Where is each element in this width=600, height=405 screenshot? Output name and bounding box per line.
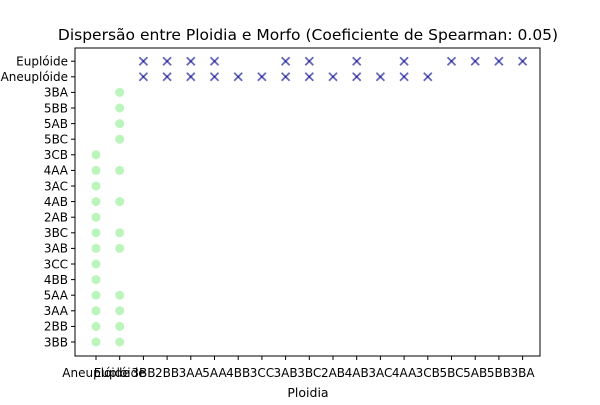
data-point [91, 306, 101, 316]
data-point [91, 243, 101, 253]
y-axis: 3BB2BB3AA5AA4BB3CC3AB3BC2AB4AB3AC4AA3CB5… [1, 55, 75, 349]
data-point [399, 72, 409, 82]
data-point [115, 165, 125, 175]
y-tick-label: 4AB [44, 195, 68, 209]
data-point [115, 337, 125, 347]
x-tick-label: 4AB [345, 366, 369, 380]
data-point [399, 56, 409, 66]
y-tick-label: 2BB [44, 320, 68, 334]
data-point [138, 56, 149, 66]
points-layer [91, 56, 528, 347]
plot-area-frame [74, 47, 541, 357]
data-point [280, 72, 291, 82]
data-point [91, 181, 101, 191]
data-point [115, 228, 125, 238]
x-tick-label: 3AC [368, 366, 392, 380]
data-point [91, 290, 101, 300]
data-point [209, 72, 220, 82]
y-tick-label: 5BB [44, 101, 68, 115]
data-point [328, 72, 338, 82]
x-tick-label: Euplóide [94, 366, 146, 380]
y-tick-label: 3BC [44, 226, 68, 240]
data-point [91, 321, 101, 331]
x-tick-label: 5BC [439, 366, 463, 380]
data-point [115, 103, 125, 113]
x-tick-label: 3AB [274, 366, 298, 380]
x-axis-label: Ploidia [287, 385, 328, 400]
data-point [446, 56, 457, 66]
data-point [162, 72, 172, 82]
x-tick-label: 3CB [416, 366, 440, 380]
data-point [115, 119, 125, 129]
data-point [91, 337, 101, 347]
data-point [91, 165, 101, 175]
x-tick-label: Aneuplóide [62, 366, 129, 380]
data-point [91, 275, 101, 285]
y-tick-label: Aneuplóide [1, 70, 68, 84]
data-point [186, 72, 196, 82]
data-point [257, 72, 267, 82]
data-point [375, 72, 386, 82]
data-point [304, 72, 314, 82]
y-tick-label: 5AA [44, 289, 69, 303]
data-point [91, 150, 101, 160]
data-point [233, 72, 243, 82]
y-tick-label: Euplóide [16, 55, 68, 69]
data-point [352, 72, 362, 82]
y-tick-label: 3AC [44, 179, 68, 193]
data-point [304, 56, 314, 66]
x-tick-label: 2BB [155, 366, 179, 380]
y-tick-label: 5AB [44, 117, 68, 131]
y-tick-label: 3AB [44, 242, 68, 256]
y-tick-label: 5BC [44, 133, 68, 147]
data-point [517, 56, 528, 66]
data-point [115, 290, 125, 300]
x-tick-label: 5AB [463, 366, 487, 380]
data-point [115, 134, 125, 144]
x-tick-label: 5BB [487, 366, 511, 380]
y-tick-label: 3AA [44, 304, 69, 318]
chart-title: Dispersão entre Ploidia e Morfo (Coefici… [58, 26, 558, 44]
data-point [162, 56, 172, 66]
data-point [115, 243, 125, 253]
y-tick-label: 3BA [44, 86, 69, 100]
x-tick-label: 3BB [131, 366, 155, 380]
data-point [138, 72, 149, 82]
data-point [352, 56, 362, 66]
data-point [423, 72, 433, 82]
data-point [115, 197, 125, 207]
x-tick-label: 3BC [297, 366, 321, 380]
x-tick-label: 3AA [179, 366, 204, 380]
x-tick-label: 4BB [226, 366, 250, 380]
data-point [494, 56, 504, 66]
x-tick-label: 2AB [321, 366, 345, 380]
data-point [115, 87, 125, 97]
x-tick-label: 4AA [392, 366, 417, 380]
data-point [115, 321, 125, 331]
data-point [470, 56, 480, 66]
data-point [91, 212, 101, 222]
x-tick-label: 3BA [511, 366, 536, 380]
y-tick-label: 3BB [44, 335, 68, 349]
data-point [209, 56, 220, 66]
y-tick-label: 3CC [44, 257, 68, 271]
data-point [186, 56, 196, 66]
data-point [280, 56, 291, 66]
data-point [91, 197, 101, 207]
data-point [115, 306, 125, 316]
y-tick-label: 3CB [44, 148, 68, 162]
y-tick-label: 2AB [44, 211, 68, 225]
y-tick-label: 4AA [44, 164, 69, 178]
y-tick-label: 4BB [44, 273, 68, 287]
x-tick-label: 5AA [202, 366, 227, 380]
data-point [91, 228, 101, 238]
x-tick-label: 3CC [250, 366, 274, 380]
data-point [91, 259, 101, 269]
